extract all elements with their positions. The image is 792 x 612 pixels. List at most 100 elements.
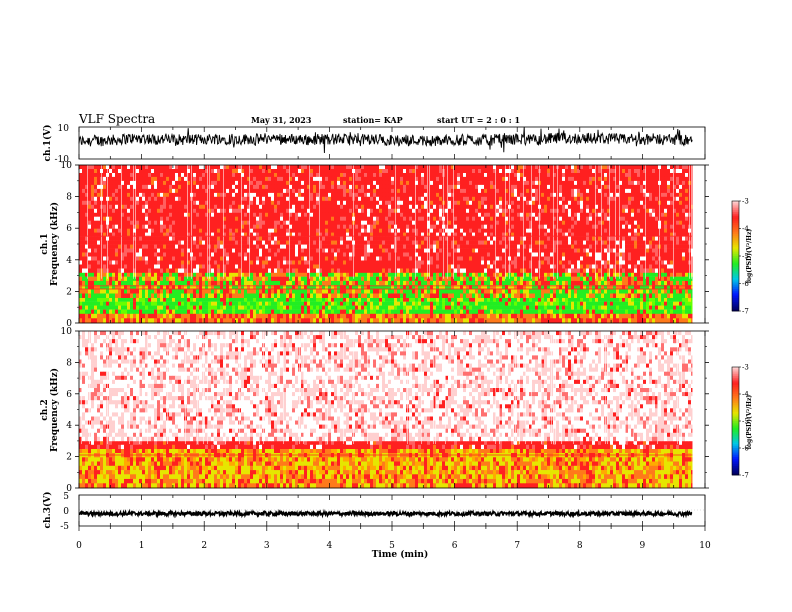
spectrogram-cell	[610, 204, 614, 210]
spectrogram-cell	[151, 169, 155, 174]
spectrogram-cell	[316, 196, 320, 202]
spectrogram-cell	[271, 280, 275, 286]
spectrogram-cell	[466, 272, 470, 277]
spectrogram-cell	[574, 289, 578, 294]
spectrogram-cell	[256, 276, 260, 282]
spectrogram-cell	[217, 318, 221, 324]
spectrogram-cell	[355, 204, 359, 210]
spectrogram-cell	[103, 204, 107, 210]
spectrogram-cell	[448, 192, 452, 198]
spectrogram-cell	[634, 276, 638, 282]
spectrogram-cell	[475, 297, 479, 302]
spectrogram-cell	[196, 297, 200, 302]
spectrogram-cell	[301, 297, 305, 302]
spectrogram-cell	[268, 184, 272, 190]
spectrogram-cell	[328, 289, 332, 294]
spectrogram-cell	[85, 184, 89, 190]
spectrogram-cell	[388, 165, 392, 170]
spectrogram-cell	[592, 196, 596, 202]
spectrogram-cell	[346, 176, 350, 182]
spectrogram-cell	[382, 272, 386, 277]
spectrogram-cell	[421, 204, 425, 210]
spectrogram-cell	[583, 309, 587, 314]
spectrogram-cell	[475, 188, 479, 194]
spectrogram-cell	[424, 184, 428, 190]
spectrogram-cell	[262, 173, 266, 178]
spectrogram-cell	[172, 285, 176, 290]
spectrogram-cell	[679, 309, 683, 314]
spectrogram-cell	[376, 184, 380, 190]
spectrogram-cell	[169, 208, 173, 214]
spectrogram-cell	[199, 176, 203, 182]
spectrogram-cell	[175, 272, 179, 277]
spectrogram-cell	[187, 280, 191, 286]
spectrogram-cell	[475, 204, 479, 210]
spectrogram-cell	[607, 192, 611, 198]
spectrogram-cell	[229, 297, 233, 302]
spectrogram-cell	[613, 180, 617, 186]
spectrogram-cell	[424, 192, 428, 198]
spectrogram-cell	[322, 305, 326, 310]
spectrogram-cell	[589, 301, 593, 306]
spectrogram-cell	[97, 309, 101, 314]
spectrogram-cell	[607, 297, 611, 302]
spectrogram-cell	[256, 173, 260, 178]
spectrogram-cell	[178, 188, 182, 194]
spectrogram-cell	[124, 318, 128, 324]
spectrogram-cell	[349, 280, 353, 286]
spectrogram-cell	[193, 309, 197, 314]
spectrogram-cell	[589, 176, 593, 182]
spectrogram-cell	[439, 309, 443, 314]
spectrogram-cell	[139, 196, 143, 202]
spectrogram-cell	[487, 176, 491, 182]
spectrogram-cell	[376, 176, 380, 182]
spectrogram-cell	[565, 285, 569, 290]
spectrogram-cell	[136, 208, 140, 214]
spectrogram-cell	[115, 293, 119, 298]
spectrogram-cell	[547, 196, 551, 202]
spectrogram-cell	[463, 176, 467, 182]
spectrogram-cell	[133, 204, 137, 210]
spectrogram-cell	[628, 180, 632, 186]
spectrogram-cell	[382, 173, 386, 178]
spectrogram-cell	[634, 309, 638, 314]
spectrogram-cell	[349, 180, 353, 186]
spectrogram-cell	[541, 301, 545, 306]
spectrogram-cell	[127, 313, 131, 319]
spectrogram-cell	[352, 297, 356, 302]
spectrogram-cell	[190, 280, 194, 286]
spectrogram-cell	[157, 289, 161, 294]
spectrogram-cell	[292, 272, 296, 277]
spectrogram-cell	[130, 313, 134, 319]
spectrogram-cell	[397, 309, 401, 314]
spectrogram-cell	[274, 200, 278, 206]
spectrogram-cell	[241, 180, 245, 186]
spectrogram-cell	[103, 196, 107, 202]
spectrogram-cell	[643, 208, 647, 214]
spectrogram-cell	[136, 212, 140, 218]
spectrogram-cell	[331, 176, 335, 182]
spectrogram-cell	[415, 309, 419, 314]
spectrogram-cell	[142, 297, 146, 302]
spectrogram-cell	[451, 280, 455, 286]
spectrogram-cell	[427, 313, 431, 319]
spectrogram-cell	[205, 196, 209, 202]
spectrogram-cell	[118, 280, 122, 286]
spectrogram-cell	[346, 196, 350, 202]
spectrogram-cell	[481, 200, 485, 206]
spectrogram-cell	[547, 169, 551, 174]
spectrogram-cell	[445, 297, 449, 302]
spectrogram-cell	[178, 297, 182, 302]
spectrogram-cell	[205, 204, 209, 210]
spectrogram-cell	[376, 272, 380, 277]
spectrogram-cell	[553, 272, 557, 277]
spectrogram-cell	[262, 289, 266, 294]
spectrogram-cell	[592, 169, 596, 174]
spectrogram-cell	[196, 272, 200, 277]
spectrogram-cell	[550, 280, 554, 286]
spectrogram-cell	[502, 204, 506, 210]
spectrogram-cell	[457, 204, 461, 210]
spectrogram-cell	[439, 285, 443, 290]
spectrogram-cell	[634, 318, 638, 324]
spectrogram-cell	[316, 188, 320, 194]
